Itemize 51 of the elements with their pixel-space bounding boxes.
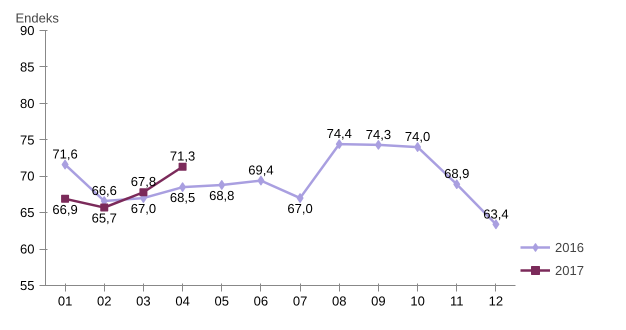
y-axis-title: Endeks	[16, 10, 60, 26]
x-tick-label: 10	[410, 294, 425, 308]
data-label: 63,4	[483, 206, 509, 222]
legend-label: 2016	[555, 240, 584, 254]
point	[100, 204, 108, 212]
x-tick-label: 03	[136, 294, 151, 308]
point	[179, 182, 186, 192]
point	[139, 188, 148, 196]
x-tick-label: 08	[332, 294, 346, 308]
x-tick-label: 12	[488, 294, 504, 308]
legend-label: 2017	[555, 262, 584, 278]
data-label: 67,0	[287, 201, 313, 216]
y-tick-label: 75	[20, 132, 35, 148]
point	[178, 162, 187, 171]
data-label: 68,8	[209, 188, 234, 203]
y-tick-label: 85	[20, 59, 35, 74]
point	[61, 194, 70, 203]
x-tick-label: 11	[450, 294, 464, 308]
point	[257, 176, 264, 186]
data-label: 71,6	[52, 146, 78, 162]
data-label: 74,4	[326, 126, 352, 142]
point	[296, 193, 304, 204]
y-tick-label: 90	[20, 23, 35, 38]
point	[453, 179, 460, 190]
data-label: 71,3	[170, 148, 196, 164]
x-tick-label: 06	[254, 294, 268, 308]
x-tick-label: 09	[371, 294, 386, 308]
data-label: 66,9	[52, 202, 78, 217]
data-label: 68,9	[444, 166, 470, 182]
x-tick-label: 05	[214, 294, 229, 308]
y-tick-label: 70	[20, 168, 35, 184]
data-label: 74,3	[366, 126, 392, 142]
y-tick-label: 80	[20, 96, 35, 111]
y-tick-label: 65	[20, 205, 35, 220]
data-label: 69,4	[248, 162, 274, 178]
data-label: 67,8	[130, 174, 156, 190]
point	[414, 142, 422, 152]
data-label: 68,5	[170, 190, 196, 206]
x-tick-label: 04	[175, 294, 190, 308]
point	[336, 139, 343, 150]
data-label: 67,0	[130, 201, 156, 216]
y-tick-label: 60	[20, 242, 35, 257]
data-label: 66,6	[92, 182, 117, 198]
data-label: 65,7	[92, 210, 117, 226]
data-label: 74,0	[404, 129, 430, 144]
x-tick-label: 01	[58, 294, 72, 308]
y-tick-label: 55	[20, 278, 35, 293]
point	[218, 180, 226, 190]
x-tick-label: 02	[97, 294, 112, 308]
x-tick-label: 07	[292, 294, 308, 308]
point	[62, 160, 69, 170]
